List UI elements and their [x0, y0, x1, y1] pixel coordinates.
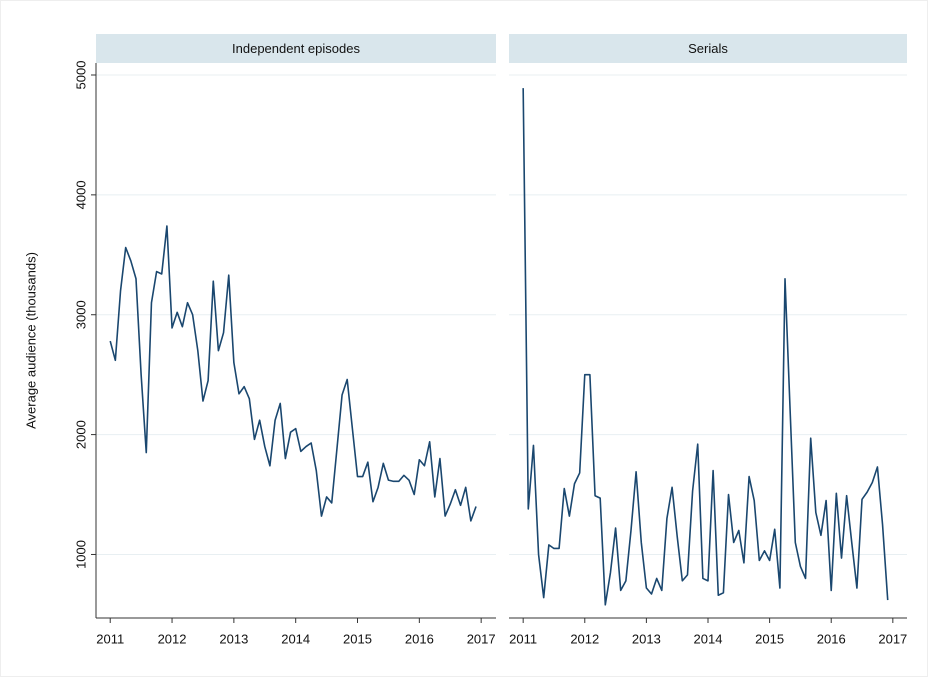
- x-tick-label: 2017: [878, 631, 907, 646]
- x-tick-label: 2011: [509, 631, 537, 646]
- y-tick-label: 4000: [73, 180, 88, 209]
- line-series: [109, 225, 477, 522]
- x-tick-label: 2014: [694, 631, 723, 646]
- x-tick-label: 2013: [632, 631, 661, 646]
- panel-title: Independent episodes: [232, 41, 360, 56]
- panel-header: [96, 34, 496, 63]
- x-tick-label: 2012: [158, 631, 187, 646]
- y-tick-label: 5000: [73, 61, 88, 90]
- x-tick-label: 2013: [219, 631, 248, 646]
- panel-title: Serials: [688, 41, 728, 56]
- y-axis-label: Average audience (thousands): [23, 252, 38, 429]
- x-tick-label: 2016: [817, 631, 846, 646]
- x-tick-label: 2016: [405, 631, 434, 646]
- x-tick-label: 2015: [343, 631, 372, 646]
- y-tick-label: 3000: [73, 300, 88, 329]
- y-tick-label: 1000: [73, 540, 88, 569]
- x-tick-label: 2017: [467, 631, 496, 646]
- x-tick-label: 2015: [755, 631, 784, 646]
- x-tick-label: 2012: [570, 631, 599, 646]
- panel-header: [509, 34, 907, 63]
- x-tick-label: 2014: [281, 631, 310, 646]
- y-tick-label: 2000: [73, 420, 88, 449]
- x-tick-label: 2011: [96, 631, 124, 646]
- line-series: [522, 88, 889, 606]
